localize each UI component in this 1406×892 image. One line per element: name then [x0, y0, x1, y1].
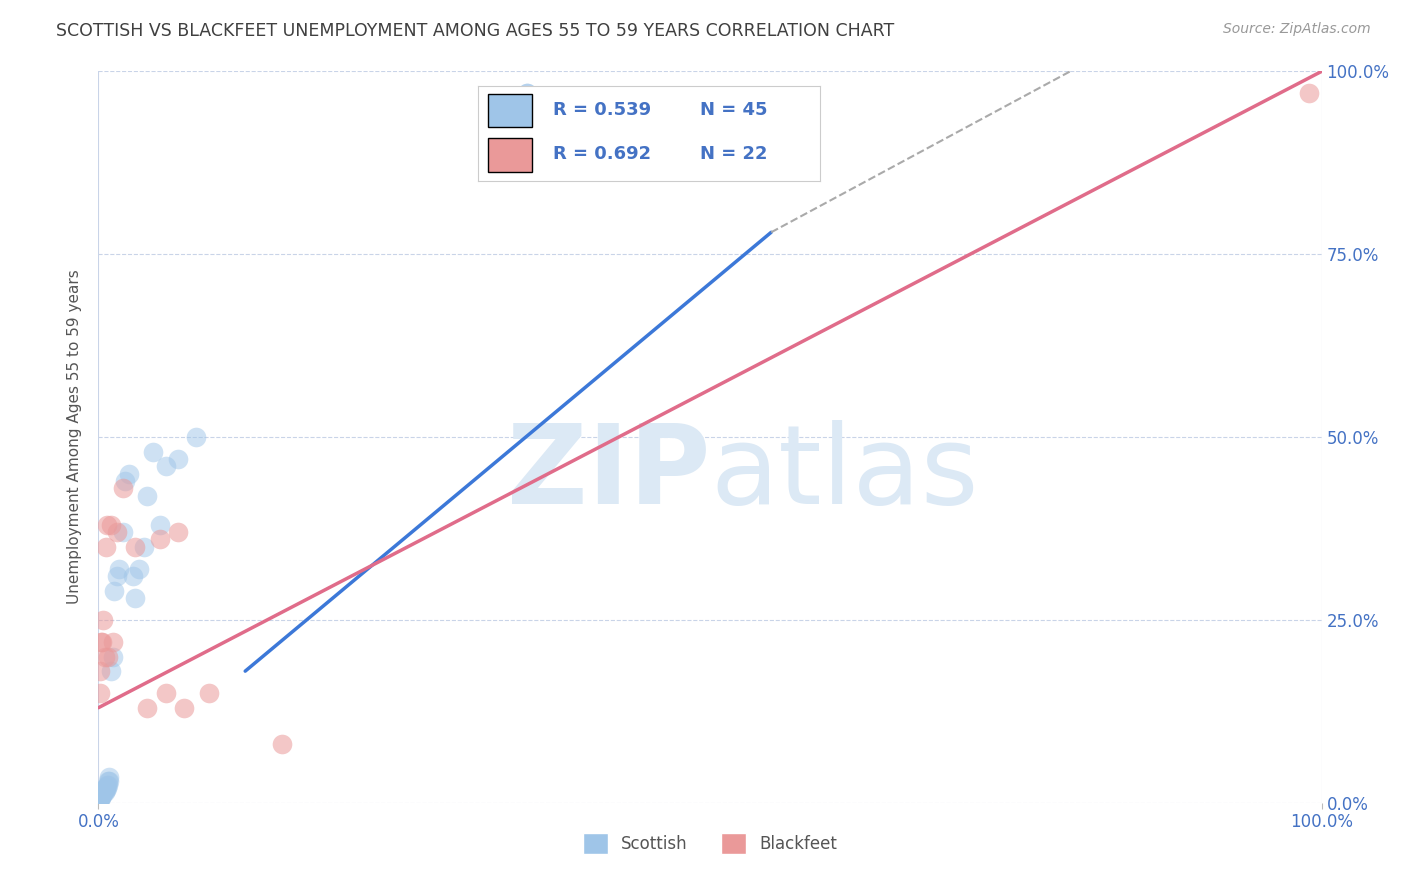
Point: [173, 700, 195, 714]
Point: [149, 533, 172, 547]
Text: SCOTTISH VS BLACKFEET UNEMPLOYMENT AMONG AGES 55 TO 59 YEARS CORRELATION CHART: SCOTTISH VS BLACKFEET UNEMPLOYMENT AMONG…: [56, 22, 894, 40]
Text: ZIP: ZIP: [506, 420, 710, 527]
Point: [105, 569, 128, 583]
Point: [93, 649, 115, 664]
Point: [90, 787, 112, 801]
Point: [124, 540, 146, 554]
Point: [186, 430, 208, 444]
Point: [91, 635, 114, 649]
Point: [89, 792, 111, 806]
Point: [93, 782, 115, 797]
Point: [515, 87, 537, 101]
Point: [89, 791, 111, 805]
Point: [101, 635, 124, 649]
Point: [114, 474, 136, 488]
Point: [1298, 87, 1320, 101]
Point: [93, 781, 115, 796]
Point: [167, 525, 190, 540]
Point: [121, 569, 143, 583]
Point: [100, 517, 122, 532]
Point: [111, 481, 134, 495]
Point: [136, 489, 159, 503]
Point: [91, 785, 114, 799]
Point: [118, 467, 141, 481]
Point: [100, 664, 122, 678]
Point: [167, 452, 190, 467]
Point: [90, 789, 112, 804]
Point: [270, 737, 294, 751]
Legend: Scottish, Blackfeet: Scottish, Blackfeet: [576, 827, 844, 860]
Point: [149, 517, 172, 532]
Point: [94, 540, 117, 554]
Point: [89, 664, 111, 678]
Point: [98, 770, 121, 784]
Point: [91, 787, 114, 801]
Point: [94, 782, 117, 797]
Point: [124, 591, 146, 605]
Point: [89, 790, 111, 805]
Point: [155, 686, 177, 700]
Point: [98, 773, 121, 788]
Point: [101, 649, 124, 664]
Point: [142, 444, 165, 458]
Point: [108, 562, 131, 576]
Point: [90, 635, 112, 649]
Point: [515, 87, 537, 101]
Point: [155, 459, 177, 474]
Y-axis label: Unemployment Among Ages 55 to 59 years: Unemployment Among Ages 55 to 59 years: [67, 269, 83, 605]
Point: [91, 785, 114, 799]
Point: [136, 700, 159, 714]
Point: [105, 525, 128, 540]
Point: [96, 777, 118, 792]
Point: [91, 782, 114, 797]
Point: [96, 517, 118, 532]
Point: [91, 787, 114, 801]
Point: [90, 789, 112, 803]
Point: [97, 773, 120, 788]
Point: [89, 789, 111, 804]
Point: [91, 613, 114, 627]
Text: atlas: atlas: [710, 420, 979, 527]
Point: [90, 791, 112, 805]
Point: [128, 562, 150, 576]
Point: [111, 525, 134, 540]
Point: [96, 781, 118, 796]
Point: [103, 583, 125, 598]
Text: Source: ZipAtlas.com: Source: ZipAtlas.com: [1223, 22, 1371, 37]
Point: [93, 785, 115, 799]
Point: [94, 780, 117, 794]
Point: [97, 777, 120, 792]
Point: [91, 789, 114, 803]
Point: [97, 649, 120, 664]
Point: [197, 686, 219, 700]
Point: [89, 686, 111, 700]
Point: [132, 540, 155, 554]
